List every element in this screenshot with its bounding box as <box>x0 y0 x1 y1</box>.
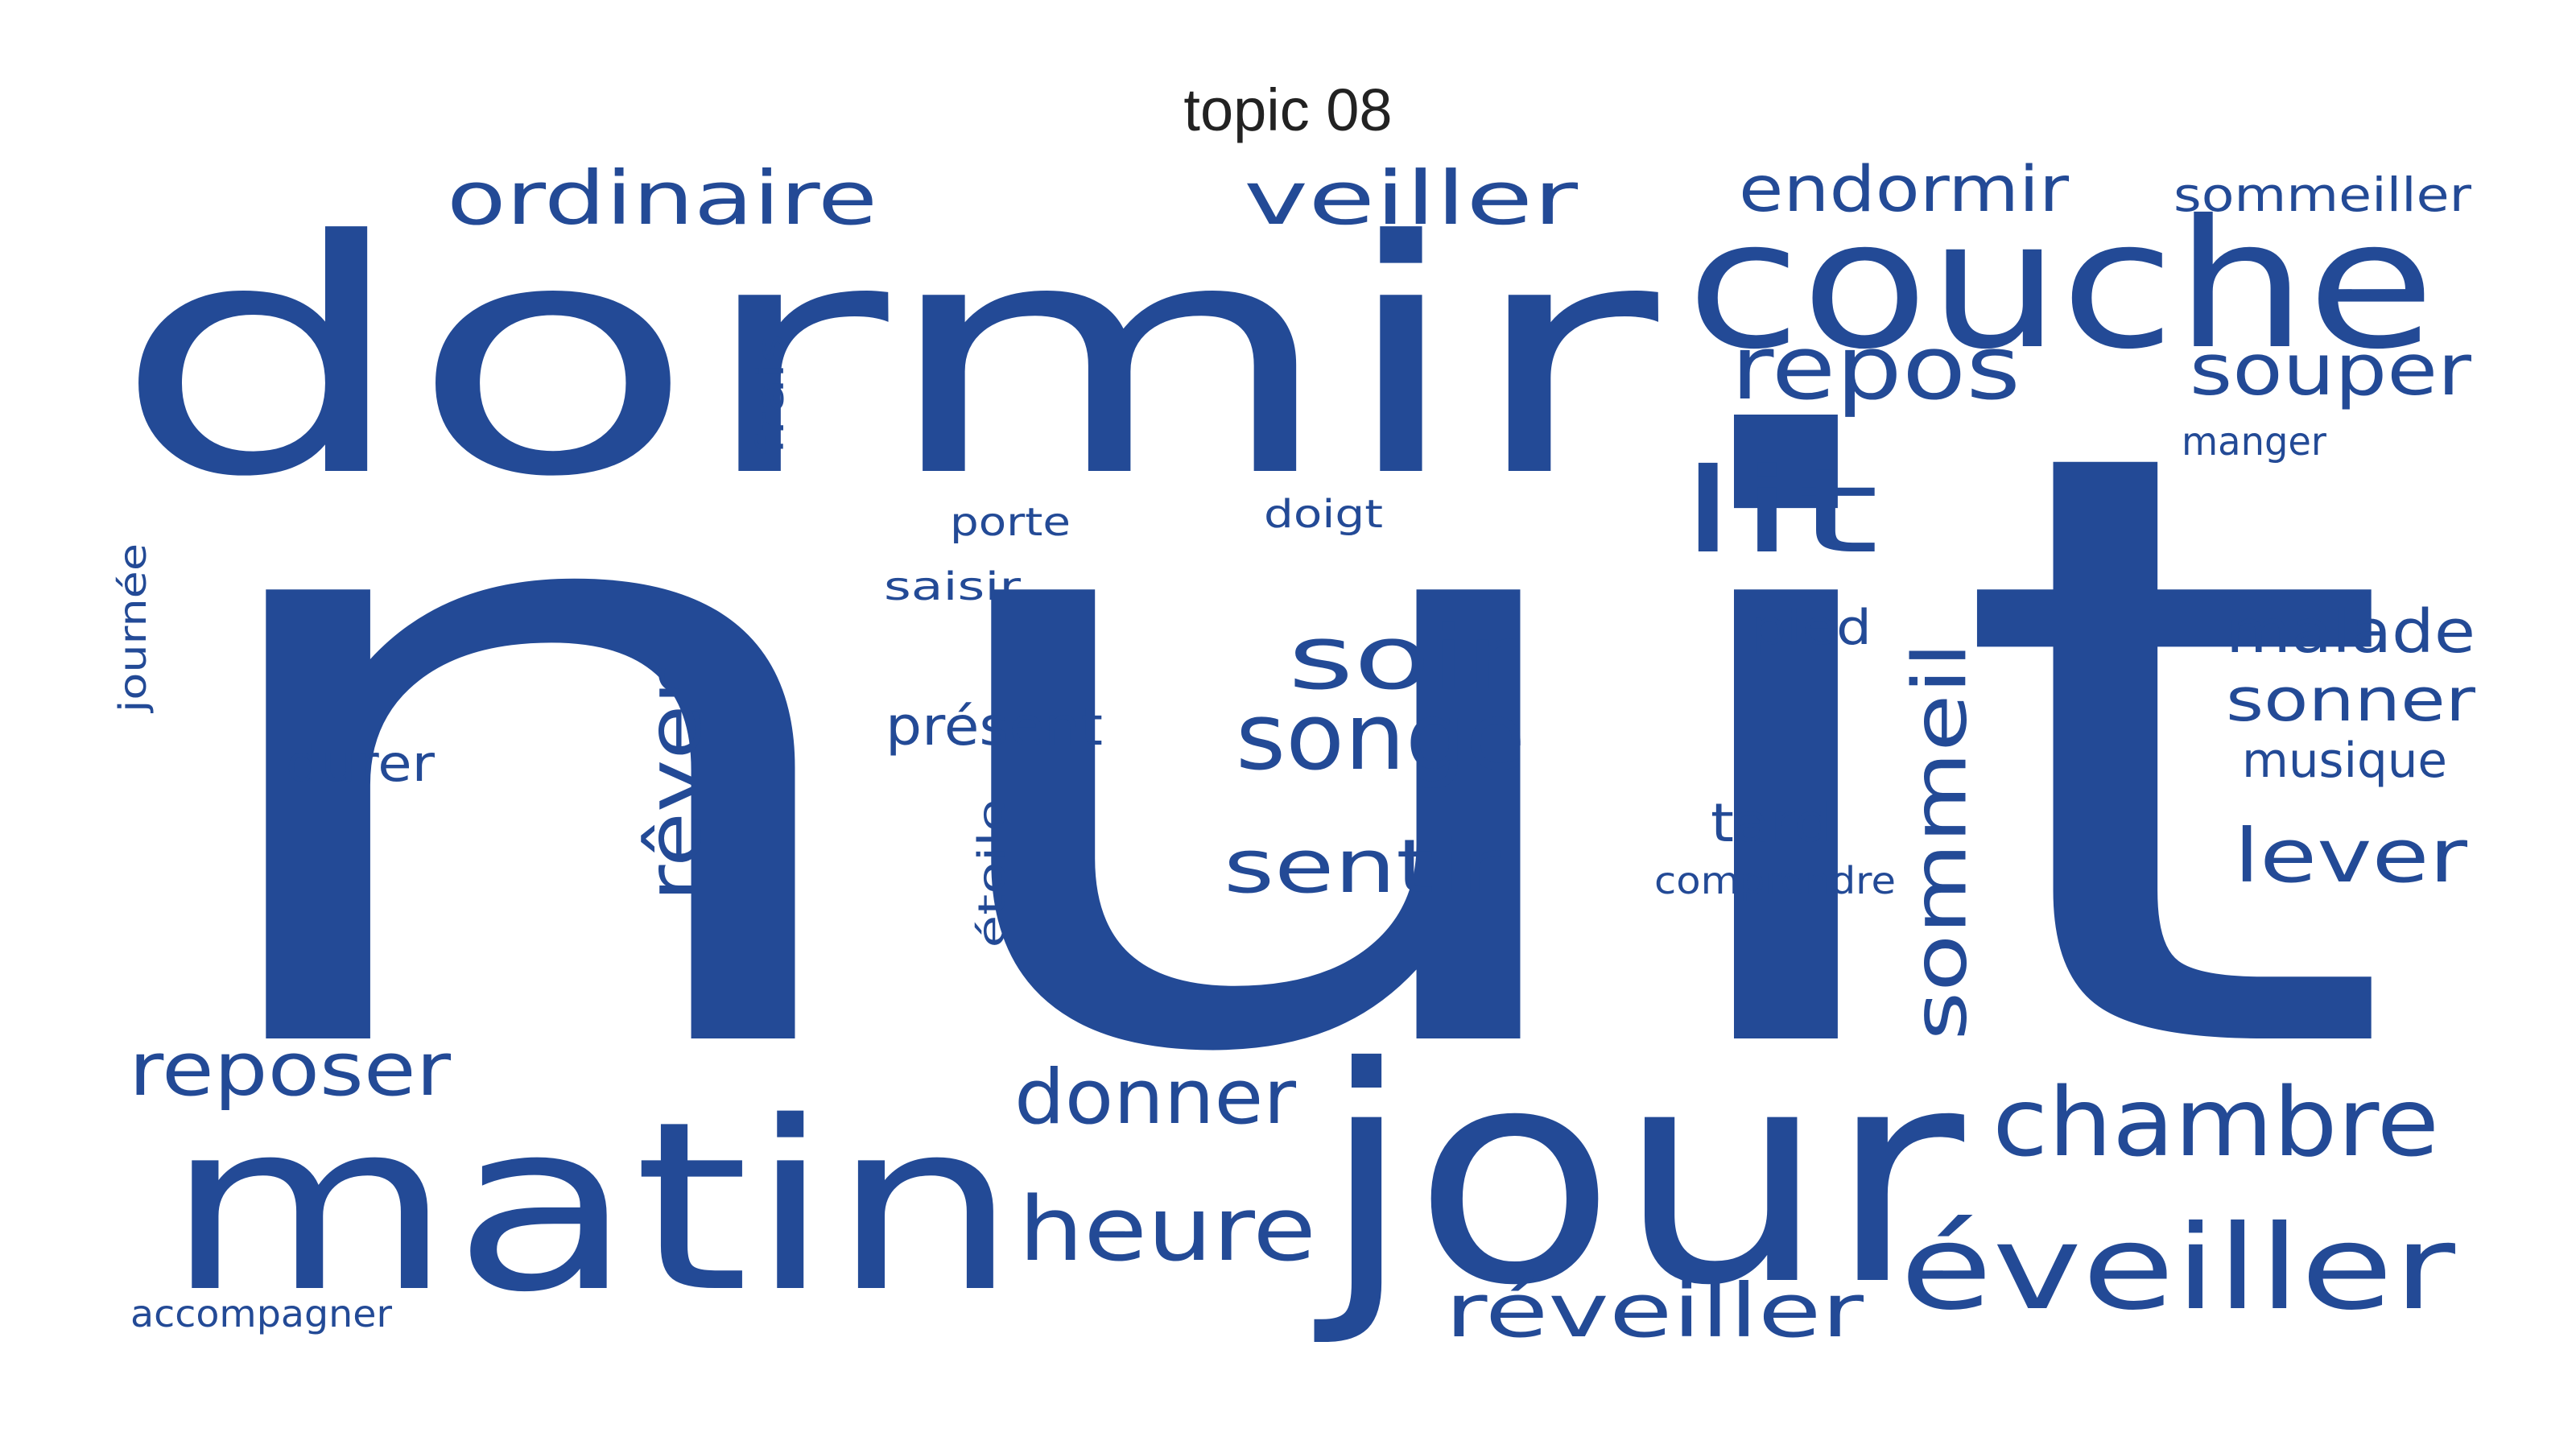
cloud-word: éveiller <box>1900 1200 2455 1336</box>
cloud-word: lit <box>1678 444 1880 580</box>
cloud-word: musique <box>2242 733 2447 789</box>
cloud-word: reposer <box>129 1026 451 1113</box>
cloud-word: chambre <box>1992 1067 2439 1178</box>
cloud-word: présent <box>886 696 1103 758</box>
cloud-word: journée <box>111 543 155 713</box>
cloud-word: nuit <box>161 276 2399 1232</box>
cloud-word: jour <box>1310 1005 1967 1351</box>
cloud-word: dormir <box>113 173 1663 547</box>
cloud-word: ordinaire <box>447 155 877 242</box>
cloud-word: comprendre <box>1654 859 1896 902</box>
cloud-word: pied <box>1751 600 1872 656</box>
cloud-word: souper <box>2190 328 2472 411</box>
cloud-word: accompagner <box>130 1292 392 1335</box>
cloud-word: sentir <box>1224 824 1501 910</box>
cloud-word: matin <box>165 1072 1018 1344</box>
cloud-word: songe <box>1236 683 1525 791</box>
cloud-word: étoile <box>970 799 1013 948</box>
cloud-word: heure <box>1018 1178 1316 1281</box>
cloud-word: repos <box>1731 316 2021 419</box>
cloud-word: donner <box>1014 1054 1296 1141</box>
cloud-word: soir <box>1288 606 1518 709</box>
cloud-word: malade <box>2226 597 2475 667</box>
cloud-word: manger <box>2182 419 2326 464</box>
cloud-word: saisir <box>884 564 1021 609</box>
cloud-word: sommeil <box>1897 642 1984 1041</box>
cloud-word: frais <box>749 334 792 455</box>
cloud-word: rêver <box>632 668 718 902</box>
cloud-word: couche <box>1686 182 2435 388</box>
cloud-word: réveiller <box>1445 1268 1864 1354</box>
cloud-word: veiller <box>1244 155 1578 242</box>
cloud-word: lever <box>2234 813 2467 899</box>
cloud-word: endormir <box>1739 154 2070 226</box>
cloud-word: sommeiller <box>2174 167 2471 222</box>
cloud-word: tard <box>1711 792 1831 854</box>
cloud-word: doigt <box>1264 492 1383 537</box>
figure-title: topic 08 <box>1183 76 1393 143</box>
cloud-word: sonner <box>2226 666 2476 735</box>
cloud-word: durer <box>286 734 436 793</box>
cloud-word: porte <box>950 500 1071 545</box>
